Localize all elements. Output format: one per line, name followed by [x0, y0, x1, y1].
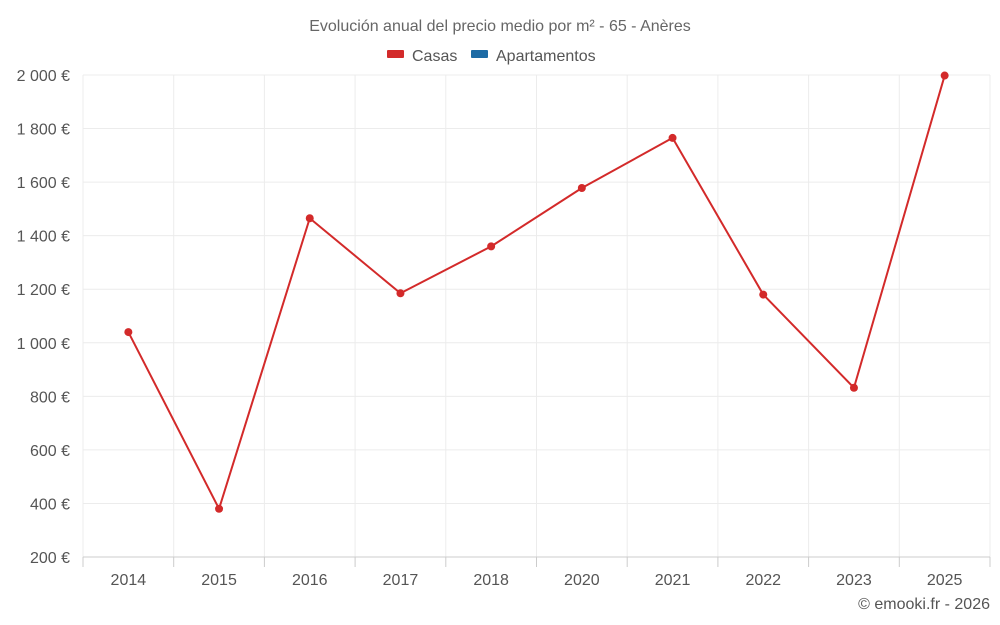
y-tick-label: 1 400 €: [17, 229, 70, 246]
data-point-2017[interactable]: [396, 289, 405, 298]
x-tick-label: 2015: [201, 572, 237, 589]
x-tick-label: 2016: [292, 572, 328, 589]
data-point-2018[interactable]: [487, 242, 496, 251]
y-tick-label: 600 €: [30, 443, 70, 460]
series-line-casas: [127, 75, 946, 510]
legend-item-apartamentos[interactable]: Apartamentos: [471, 48, 596, 65]
chart-title: Evolución anual del precio medio por m² …: [309, 18, 691, 35]
y-tick-label: 1 600 €: [17, 175, 70, 192]
legend-item-casas[interactable]: Casas: [387, 48, 457, 65]
axes: 200 € 400 € 600 € 800 € 1 000 € 1 200 € 1 400 …: [17, 68, 991, 589]
grid: [82, 74, 991, 557]
data-point-2025[interactable]: [940, 71, 949, 80]
data-point-2021[interactable]: [668, 133, 677, 142]
x-tick-label: 2017: [383, 572, 419, 589]
data-point-2016[interactable]: [305, 214, 314, 223]
data-point-2014[interactable]: [124, 328, 133, 337]
y-tick-label: 1 800 €: [17, 122, 70, 139]
legend-label-casas: Casas: [412, 48, 457, 65]
legend-swatch-casas: [387, 50, 404, 58]
x-tick-label: 2014: [111, 572, 147, 589]
legend-label-apartamentos: Apartamentos: [496, 48, 596, 65]
legend-swatch-apartamentos: [471, 50, 488, 58]
legend: Casas Apartamentos: [387, 48, 596, 65]
data-point-2022[interactable]: [759, 290, 768, 299]
data-point-2015[interactable]: [215, 504, 224, 513]
x-tick-label: 2021: [655, 572, 691, 589]
credit-text[interactable]: © emooki.fr - 2026: [858, 596, 990, 613]
y-tick-label: 200 €: [30, 550, 70, 567]
y-tick-label: 1 200 €: [17, 282, 70, 299]
series-casas: [124, 71, 949, 513]
x-tick-label: 2020: [564, 572, 600, 589]
y-tick-label: 800 €: [30, 389, 70, 406]
x-tick-label: 2018: [473, 572, 509, 589]
data-point-2020[interactable]: [577, 184, 586, 193]
x-tick-label: 2025: [927, 572, 963, 589]
y-tick-label: 400 €: [30, 496, 70, 513]
data-point-2023[interactable]: [849, 383, 858, 392]
y-tick-label: 2 000 €: [17, 68, 70, 85]
x-tick-label: 2022: [745, 572, 781, 589]
x-tick-label: 2023: [836, 572, 872, 589]
y-tick-label: 1 000 €: [17, 336, 70, 353]
